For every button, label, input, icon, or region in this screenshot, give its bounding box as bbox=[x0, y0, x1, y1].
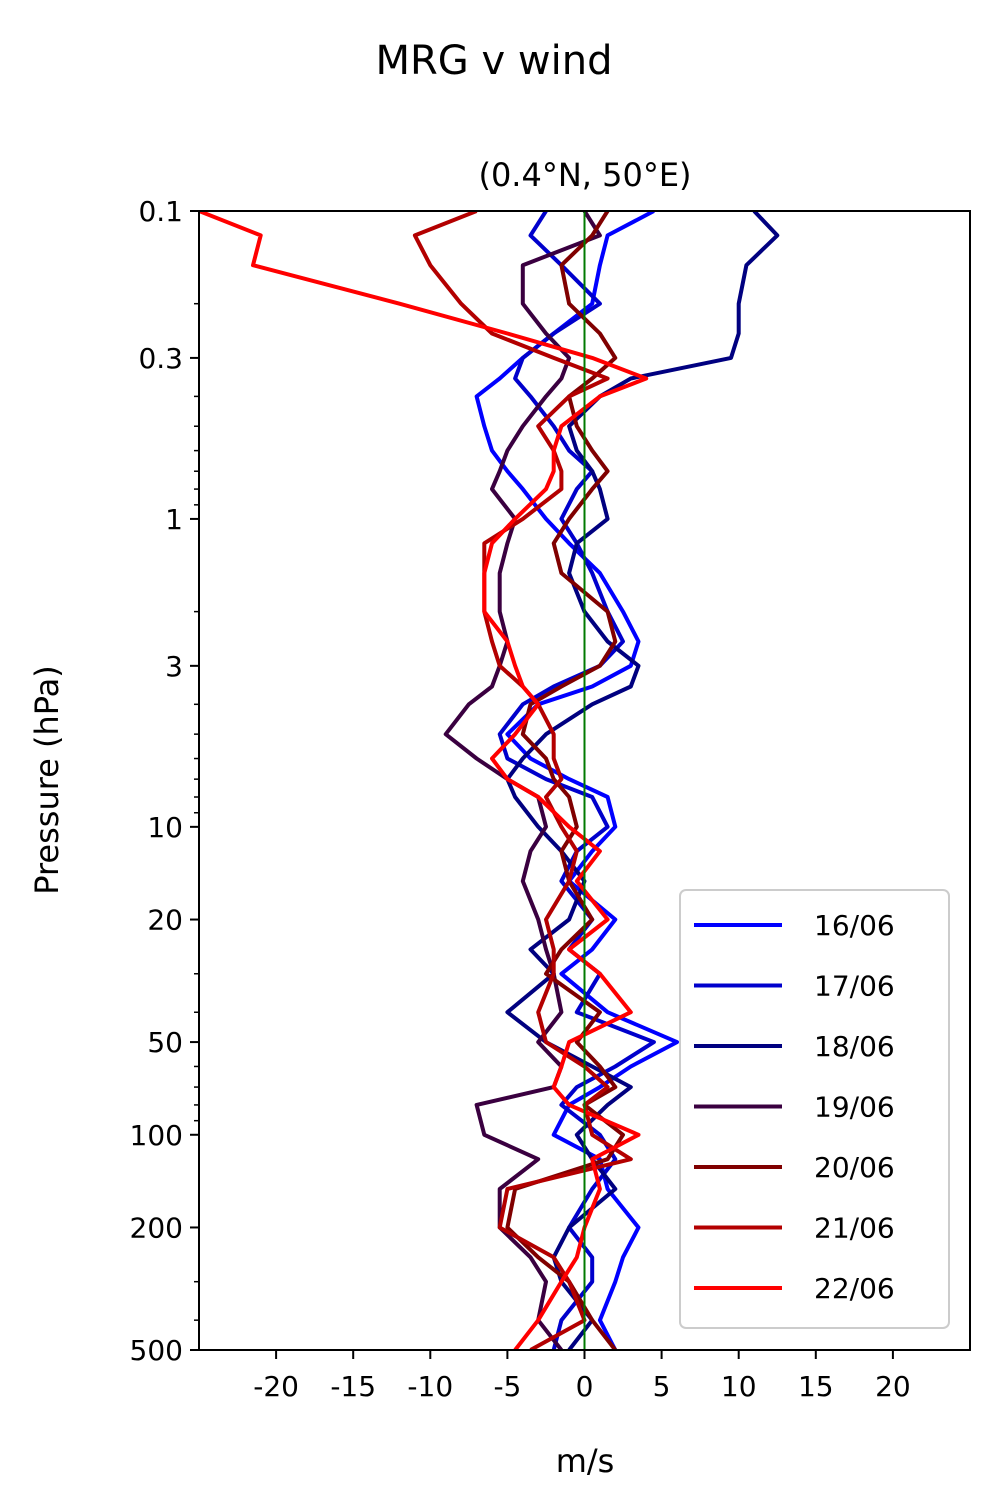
y-axis-label: Pressure (hPa) bbox=[28, 665, 66, 895]
legend-label: 21/06 bbox=[814, 1212, 895, 1245]
x-axis: -20 -15 -10 -5 0 5 10 15 20 bbox=[253, 1350, 911, 1403]
legend-label: 18/06 bbox=[814, 1030, 895, 1063]
series-line-16-06 bbox=[474, 211, 679, 1350]
series-layer bbox=[199, 211, 780, 1350]
legend-label: 19/06 bbox=[814, 1091, 895, 1124]
x-tick-label: 10 bbox=[721, 1370, 757, 1403]
chart-suptitle: MRG v wind bbox=[376, 38, 613, 84]
x-tick-label: 0 bbox=[576, 1370, 594, 1403]
series-line-17-06 bbox=[497, 211, 656, 1350]
y-tick-label: 20 bbox=[147, 904, 183, 937]
x-tick-label: -10 bbox=[407, 1370, 453, 1403]
legend-label: 16/06 bbox=[814, 909, 895, 942]
legend-label: 20/06 bbox=[814, 1151, 895, 1184]
y-tick-label: 1 bbox=[165, 503, 183, 536]
x-tick-label: -20 bbox=[253, 1370, 299, 1403]
x-axis-label: m/s bbox=[556, 1442, 615, 1480]
x-tick-label: 20 bbox=[875, 1370, 911, 1403]
legend: 16/06 17/06 18/06 19/06 20/06 21/06 22/06 bbox=[679, 889, 950, 1329]
legend-label: 22/06 bbox=[814, 1272, 895, 1305]
chart-title: (0.4°N, 50°E) bbox=[478, 156, 691, 194]
legend-label: 17/06 bbox=[814, 970, 895, 1003]
y-tick-label: 3 bbox=[165, 650, 183, 683]
x-tick-label: -15 bbox=[330, 1370, 376, 1403]
y-axis: 0.1 0.3 1 3 10 20 50 100 200 500 bbox=[130, 195, 199, 1367]
y-tick-label: 500 bbox=[130, 1334, 183, 1367]
series-line-22-06 bbox=[199, 211, 649, 1350]
y-tick-label: 200 bbox=[130, 1211, 183, 1244]
y-tick-label: 100 bbox=[130, 1119, 183, 1152]
y-tick-label: 0.1 bbox=[138, 195, 183, 228]
x-tick-label: -5 bbox=[493, 1370, 521, 1403]
series-line-19-06 bbox=[443, 211, 602, 1350]
series-line-21-06 bbox=[412, 211, 633, 1350]
y-tick-label: 10 bbox=[147, 811, 183, 844]
y-tick-label: 0.3 bbox=[138, 342, 183, 375]
x-tick-label: 5 bbox=[653, 1370, 671, 1403]
legend-box bbox=[679, 889, 950, 1329]
x-tick-label: 15 bbox=[798, 1370, 834, 1403]
y-tick-label: 50 bbox=[147, 1026, 183, 1059]
